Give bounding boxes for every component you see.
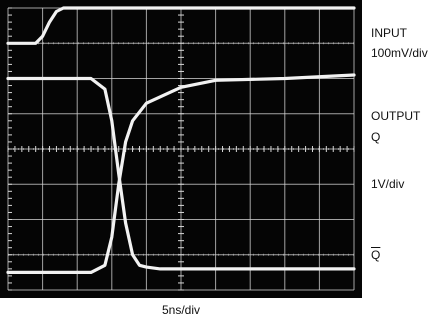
output-scale-label: 1V/div <box>371 177 405 191</box>
time-scale-label: 5ns/div <box>162 303 201 317</box>
qbar-label: Q <box>371 248 381 262</box>
input-label: INPUT <box>371 26 407 40</box>
output-label: OUTPUT <box>371 109 421 123</box>
trace-qbar-output <box>6 76 356 271</box>
q-label: Q <box>371 130 381 144</box>
oscilloscope-plot <box>6 6 356 291</box>
trace-q-output <box>6 73 356 274</box>
oscilloscope-screen <box>0 0 362 298</box>
input-scale-label: 100mV/div <box>371 46 428 60</box>
trace-input <box>6 6 356 45</box>
